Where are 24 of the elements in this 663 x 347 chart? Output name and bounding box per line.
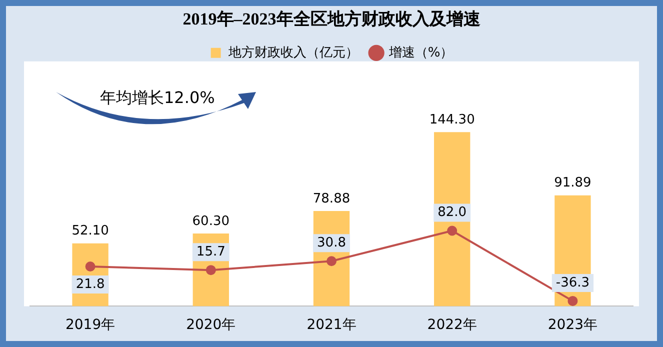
data-label: 52.10 bbox=[72, 224, 109, 239]
x-tick-label: 2019年 bbox=[65, 317, 116, 334]
data-label: 60.30 bbox=[192, 214, 230, 229]
point bbox=[568, 296, 578, 306]
data-label: 91.89 bbox=[554, 176, 592, 191]
data-label: 78.88 bbox=[312, 191, 350, 206]
data-label: 82.0 bbox=[438, 205, 467, 220]
data-label: 30.8 bbox=[317, 236, 346, 251]
x-tick-label: 2023年 bbox=[548, 317, 598, 334]
x-tick-label: 2020年 bbox=[186, 317, 236, 334]
data-label: -36.3 bbox=[556, 275, 590, 290]
x-tick-label: 2021年 bbox=[306, 317, 356, 334]
point bbox=[206, 265, 216, 276]
legend-label: 地方财政收入（亿元） bbox=[227, 44, 358, 60]
text: 年均增长12.0% bbox=[100, 88, 215, 109]
legend-label: 增速（%） bbox=[388, 45, 454, 60]
point bbox=[326, 256, 336, 266]
point bbox=[85, 261, 96, 272]
point bbox=[447, 226, 458, 236]
data-label: 21.8 bbox=[76, 276, 105, 292]
chart-title: 2019年–2023年全区地方财政收入及增速 bbox=[182, 10, 480, 29]
data-label: 144.30 bbox=[429, 112, 475, 128]
data-label: 15.7 bbox=[196, 244, 226, 260]
x-tick-label: 2022年 bbox=[427, 317, 477, 334]
